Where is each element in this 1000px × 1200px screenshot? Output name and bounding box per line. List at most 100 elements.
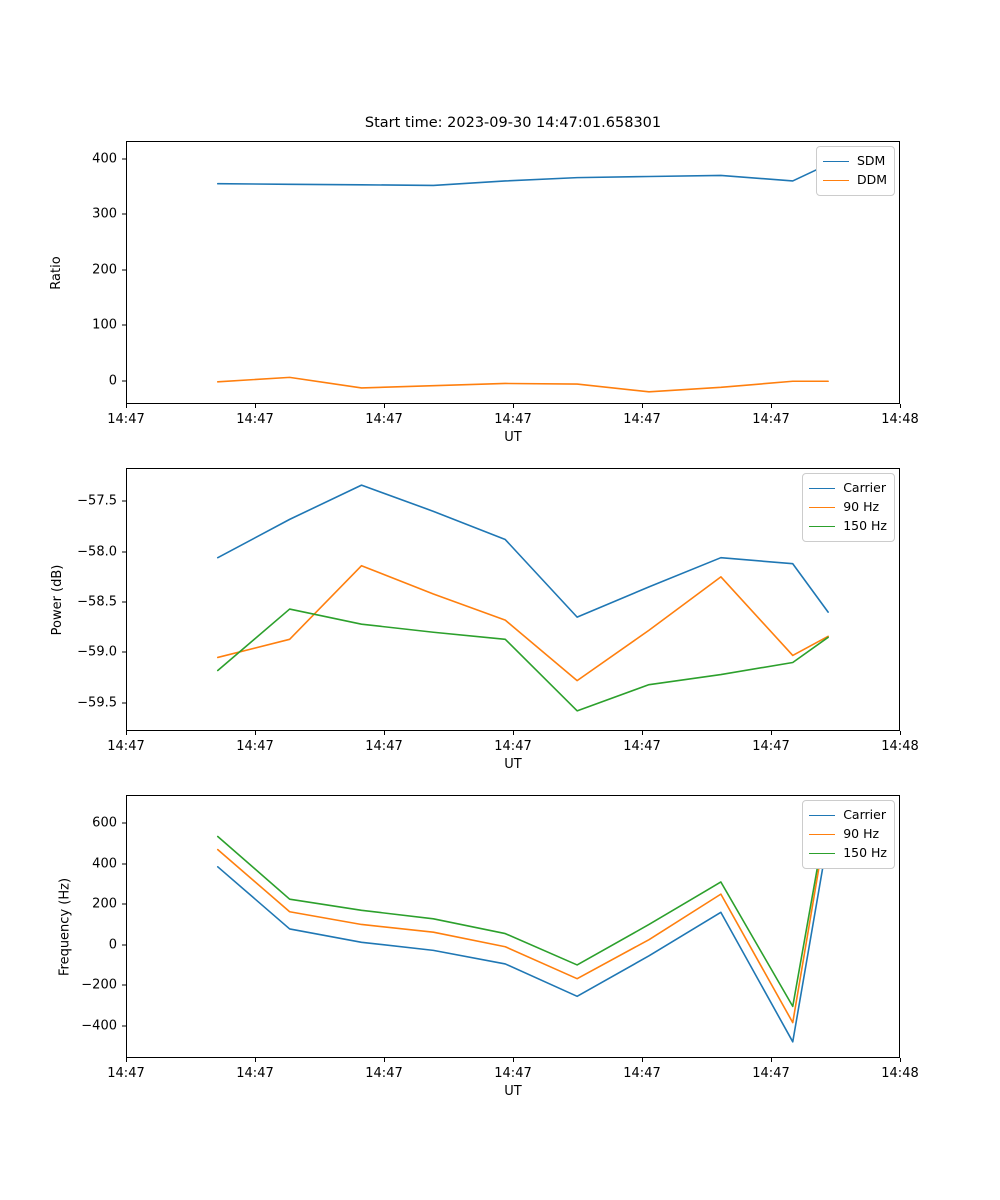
legend-swatch-icon (822, 180, 849, 181)
y-tick-mark (122, 158, 126, 160)
axes-frame-ratio (126, 141, 900, 404)
y-tick-mark (122, 1025, 126, 1027)
y-tick-mark (122, 984, 126, 986)
y-tick-mark (122, 213, 126, 215)
legend-label: DDM (856, 172, 887, 188)
y-tick-mark (122, 944, 126, 946)
x-tick-label: 14:47 (623, 739, 661, 754)
legend-item[interactable]: Carrier (809, 806, 887, 825)
legend-label: Carrier (843, 807, 886, 823)
legend-item[interactable]: DDM (822, 171, 887, 190)
axes-frame-power (126, 468, 900, 731)
x-tick-label: 14:47 (623, 412, 661, 427)
trace-sdm (216, 163, 829, 187)
y-tick-label: −57.5 (77, 493, 117, 509)
y-tick-label: −58.0 (77, 544, 117, 560)
y-axis-label-power: Power (dB) (49, 564, 65, 635)
y-tick-label: −58.5 (77, 594, 117, 610)
legend-label: 150 Hz (843, 518, 887, 534)
x-axis-label-frequency: UT (504, 1084, 522, 1099)
y-tick-mark (122, 551, 126, 553)
x-tick-label: 14:47 (494, 739, 532, 754)
x-tick-mark (900, 404, 901, 408)
x-tick-label: 14:47 (236, 412, 274, 427)
legend-item[interactable]: 90 Hz (809, 498, 887, 517)
x-tick-mark (384, 404, 385, 408)
x-tick-mark (126, 404, 127, 408)
x-tick-label: 14:48 (881, 412, 919, 427)
legend-item[interactable]: SDM (822, 152, 887, 171)
trace-layer-frequency (216, 806, 829, 1043)
trace-150-hz (216, 608, 829, 712)
y-tick-mark (122, 500, 126, 502)
x-tick-mark (384, 731, 385, 735)
x-tick-mark (255, 404, 256, 408)
trace-carrier (216, 835, 829, 1043)
legend-label: 90 Hz (843, 499, 880, 515)
x-tick-label: 14:48 (881, 1066, 919, 1081)
y-tick-label: 600 (92, 815, 117, 831)
x-tick-label: 14:47 (236, 1066, 274, 1081)
trace-ddm (216, 376, 829, 393)
x-tick-mark (255, 731, 256, 735)
legend-swatch-icon (809, 815, 836, 816)
trace-150-hz (216, 806, 829, 1008)
y-tick-mark (122, 324, 126, 326)
x-tick-label: 14:47 (107, 412, 145, 427)
y-axis-label-ratio: Ratio (49, 255, 65, 290)
x-tick-mark (384, 1058, 385, 1062)
y-tick-mark (122, 863, 126, 865)
x-tick-mark (513, 1058, 514, 1062)
y-tick-label: 200 (92, 896, 117, 912)
y-tick-label: −59.5 (77, 695, 117, 711)
y-tick-mark (122, 702, 126, 704)
y-tick-label: 300 (92, 206, 117, 222)
legend-item[interactable]: Carrier (809, 479, 887, 498)
legend-item[interactable]: 150 Hz (809, 517, 887, 536)
trace-layer-ratio (216, 163, 829, 393)
x-tick-label: 14:47 (494, 1066, 532, 1081)
figure-title: Start time: 2023-09-30 14:47:01.658301 (364, 115, 662, 131)
x-tick-label: 14:47 (236, 739, 274, 754)
legend-label: SDM (856, 153, 886, 169)
x-tick-mark (126, 1058, 127, 1062)
x-tick-mark (771, 1058, 772, 1062)
x-tick-mark (255, 1058, 256, 1062)
legend-ratio[interactable]: SDM DDM (815, 146, 895, 196)
y-tick-label: −400 (81, 1018, 117, 1034)
y-tick-mark (122, 822, 126, 824)
y-tick-label: −59.0 (77, 644, 117, 660)
y-tick-label: 0 (108, 373, 117, 389)
x-tick-label: 14:47 (365, 412, 403, 427)
subplot-ratio: Start time: 2023-09-30 14:47:01.658301 R… (49, 115, 919, 445)
y-tick-mark (122, 903, 126, 905)
legend-item[interactable]: 150 Hz (809, 844, 887, 863)
legend-label: 150 Hz (843, 845, 887, 861)
legend-label: Carrier (843, 480, 886, 496)
legend-swatch-icon (822, 161, 849, 162)
x-tick-label: 14:47 (752, 739, 790, 754)
x-tick-mark (900, 1058, 901, 1062)
legend-frequency[interactable]: Carrier 90 Hz 150 Hz (802, 800, 895, 869)
x-tick-label: 14:47 (107, 739, 145, 754)
y-tick-mark (122, 601, 126, 603)
legend-power[interactable]: Carrier 90 Hz 150 Hz (802, 473, 895, 542)
subplot-power: Power (dB) UT −57.5 −58.0 −58.5 −59.0 −59.5 1… (50, 468, 919, 772)
y-axis-label-frequency: Frequency (Hz) (57, 877, 73, 976)
y-tick-label: 400 (92, 856, 117, 872)
x-tick-mark (771, 404, 772, 408)
x-tick-mark (513, 404, 514, 408)
x-tick-label: 14:47 (365, 1066, 403, 1081)
trace-90-hz (216, 564, 829, 682)
y-tick-label: 0 (108, 937, 117, 953)
legend-item[interactable]: 90 Hz (809, 825, 887, 844)
x-axis-label-power: UT (504, 757, 522, 772)
x-tick-label: 14:47 (752, 1066, 790, 1081)
subplot-frequency: Frequency (Hz) UT −400 −200 0 200 400 600 14:4… (58, 795, 919, 1099)
x-tick-mark (642, 404, 643, 408)
legend-swatch-icon (809, 526, 836, 527)
x-tick-mark (513, 731, 514, 735)
x-tick-label: 14:48 (881, 739, 919, 754)
y-tick-label: 200 (92, 262, 117, 278)
y-tick-label: −200 (81, 977, 117, 993)
